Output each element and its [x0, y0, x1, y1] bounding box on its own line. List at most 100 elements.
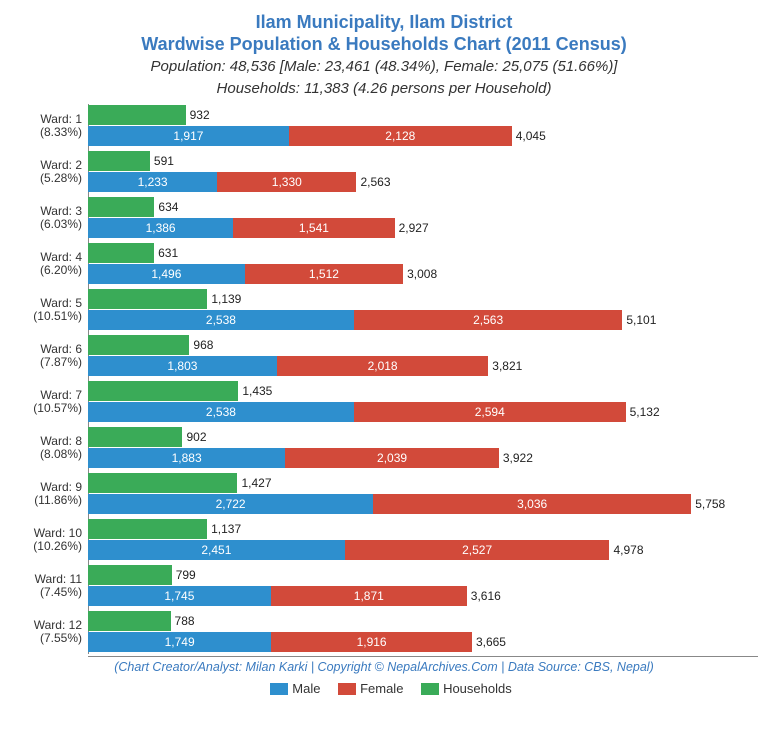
female-bar: 2,563 [354, 310, 623, 330]
ward-label: Ward: 10(10.26%) [10, 518, 88, 562]
ward-pct: (7.45%) [10, 586, 82, 599]
male-bar: 2,538 [88, 310, 354, 330]
population-bar-wrap: 2,5382,594 5,132 [88, 402, 660, 422]
total-value: 3,665 [476, 635, 506, 649]
ward-pct: (7.87%) [10, 356, 82, 369]
total-value: 2,563 [360, 175, 390, 189]
households-value: 1,427 [241, 476, 271, 490]
ward-label: Ward: 8(8.08%) [10, 426, 88, 470]
ward-row: Ward: 10(10.26%) 1,137 2,4512,5274,978 [10, 518, 758, 562]
ward-label: Ward: 11(7.45%) [10, 564, 88, 608]
households-bar [88, 473, 237, 493]
ward-row: Ward: 1(8.33%) 932 1,9172,1284,045 [10, 104, 758, 148]
ward-pct: (7.55%) [10, 632, 82, 645]
female-bar: 2,039 [285, 448, 499, 468]
population-bar-wrap: 1,3861,5412,927 [88, 218, 429, 238]
total-value: 2,927 [399, 221, 429, 235]
legend: Male Female Households [10, 680, 758, 696]
population-bar-wrap: 1,9172,1284,045 [88, 126, 546, 146]
male-bar: 2,538 [88, 402, 354, 422]
ward-label: Ward: 1(8.33%) [10, 104, 88, 148]
population-bar-wrap: 1,8032,018 3,821 [88, 356, 522, 376]
households-value: 902 [186, 430, 206, 444]
legend-label-female: Female [360, 681, 403, 696]
ward-bars: 6341,3861,5412,927 [88, 196, 758, 240]
ward-row: Ward: 12(7.55%) 788 1,7491,916 3,665 [10, 610, 758, 654]
ward-bars: 1,137 2,4512,5274,978 [88, 518, 758, 562]
x-axis-line [88, 656, 758, 657]
households-bar-wrap: 631 [88, 243, 178, 263]
male-bar: 1,745 [88, 586, 271, 606]
population-bar-wrap: 1,4961,5123,008 [88, 264, 437, 284]
ward-pct: (10.57%) [10, 402, 82, 415]
ward-row: Ward: 5(10.51%) 1,139 2,5382,5635,101 [10, 288, 758, 332]
header-block: Ilam Municipality, Ilam District Wardwis… [10, 12, 758, 98]
population-bar-wrap: 1,8832,0393,922 [88, 448, 533, 468]
ward-row: Ward: 7(10.57%)1,4352,5382,594 5,132 [10, 380, 758, 424]
legend-swatch-male [270, 683, 288, 695]
title-line1: Ilam Municipality, Ilam District [10, 12, 758, 34]
households-value: 788 [175, 614, 195, 628]
population-bar-wrap: 2,4512,5274,978 [88, 540, 644, 560]
female-bar: 1,871 [271, 586, 467, 606]
population-bar-wrap: 1,7451,8713,616 [88, 586, 501, 606]
households-value: 968 [193, 338, 213, 352]
ward-pct: (11.86%) [10, 494, 82, 507]
households-bar-wrap: 1,435 [88, 381, 272, 401]
households-value: 1,137 [211, 522, 241, 536]
ward-pct: (5.28%) [10, 172, 82, 185]
households-bar [88, 565, 172, 585]
ward-row: Ward: 11(7.45%) 799 1,7451,8713,616 [10, 564, 758, 608]
population-bar-wrap: 1,2331,3302,563 [88, 172, 391, 192]
male-bar: 1,917 [88, 126, 289, 146]
male-bar: 1,803 [88, 356, 277, 376]
households-value: 799 [176, 568, 196, 582]
total-value: 5,101 [626, 313, 656, 327]
total-value: 3,922 [503, 451, 533, 465]
households-bar [88, 519, 207, 539]
ward-label: Ward: 5(10.51%) [10, 288, 88, 332]
households-value: 1,139 [211, 292, 241, 306]
title-line2: Wardwise Population & Households Chart (… [10, 34, 758, 56]
ward-bars: 799 1,7451,8713,616 [88, 564, 758, 608]
female-bar: 1,916 [271, 632, 472, 652]
households-bar [88, 381, 238, 401]
total-value: 5,132 [630, 405, 660, 419]
households-bar-wrap: 634 [88, 197, 178, 217]
ward-row: Ward: 3(6.03%)6341,3861,5412,927 [10, 196, 758, 240]
bar-chart: Ward: 1(8.33%)9321,9172,1284,045Ward: 2(… [10, 104, 758, 654]
subtitle-line1: Population: 48,536 [Male: 23,461 (48.34%… [10, 57, 758, 77]
total-value: 5,758 [695, 497, 725, 511]
ward-label: Ward: 12(7.55%) [10, 610, 88, 654]
ward-pct: (10.26%) [10, 540, 82, 553]
households-bar-wrap: 788 [88, 611, 195, 631]
ward-pct: (6.20%) [10, 264, 82, 277]
population-bar-wrap: 1,7491,916 3,665 [88, 632, 506, 652]
households-bar [88, 335, 189, 355]
ward-pct: (6.03%) [10, 218, 82, 231]
female-bar: 2,594 [354, 402, 626, 422]
households-bar-wrap: 1,139 [88, 289, 241, 309]
households-bar [88, 611, 171, 631]
ward-label: Ward: 7(10.57%) [10, 380, 88, 424]
ward-pct: (8.33%) [10, 126, 82, 139]
households-bar [88, 105, 186, 125]
households-bar-wrap: 902 [88, 427, 207, 447]
households-bar-wrap: 799 [88, 565, 196, 585]
ward-row: Ward: 4(6.20%)6311,4961,5123,008 [10, 242, 758, 286]
population-bar-wrap: 2,5382,5635,101 [88, 310, 656, 330]
ward-bars: 1,4352,5382,594 5,132 [88, 380, 758, 424]
ward-bars: 6311,4961,5123,008 [88, 242, 758, 286]
ward-row: Ward: 9(11.86%)1,4272,7223,0365,758 [10, 472, 758, 516]
population-bar-wrap: 2,7223,0365,758 [88, 494, 725, 514]
total-value: 3,821 [492, 359, 522, 373]
legend-label-households: Households [443, 681, 512, 696]
female-bar: 3,036 [373, 494, 691, 514]
male-bar: 1,749 [88, 632, 271, 652]
ward-bars: 788 1,7491,916 3,665 [88, 610, 758, 654]
households-value: 932 [190, 108, 210, 122]
ward-label: Ward: 9(11.86%) [10, 472, 88, 516]
female-bar: 2,527 [345, 540, 610, 560]
female-bar: 2,018 [277, 356, 488, 376]
female-bar: 1,330 [217, 172, 356, 192]
